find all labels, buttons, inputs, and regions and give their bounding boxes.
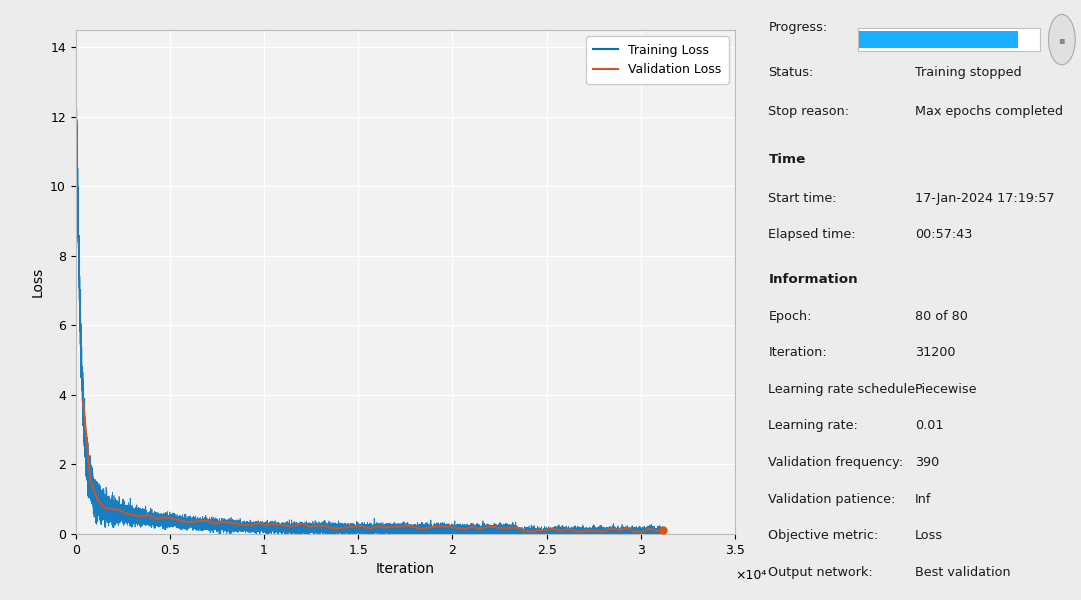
Text: Progress:: Progress: (769, 21, 828, 34)
Text: 80 of 80: 80 of 80 (916, 310, 969, 323)
Text: Time: Time (769, 153, 805, 166)
Text: Status:: Status: (769, 66, 814, 79)
Text: 390: 390 (916, 456, 939, 469)
Text: Piecewise: Piecewise (916, 383, 977, 396)
Circle shape (1049, 14, 1076, 65)
Text: Learning rate schedule:: Learning rate schedule: (769, 383, 920, 396)
Bar (859, 31, 1017, 48)
Text: Loss: Loss (916, 529, 944, 542)
Text: Validation frequency:: Validation frequency: (769, 456, 904, 469)
Text: Epoch:: Epoch: (769, 310, 812, 323)
Text: 31200: 31200 (916, 346, 956, 359)
Text: 17-Jan-2024 17:19:57: 17-Jan-2024 17:19:57 (916, 192, 1055, 205)
Text: Learning rate:: Learning rate: (769, 419, 858, 433)
Text: 0.01: 0.01 (916, 419, 944, 433)
Text: 00:57:43: 00:57:43 (916, 228, 973, 241)
Text: Information: Information (769, 273, 858, 286)
Text: Stop reason:: Stop reason: (769, 105, 850, 118)
Text: ▪: ▪ (1058, 35, 1065, 44)
Text: ×10⁴: ×10⁴ (735, 569, 766, 582)
Text: Elapsed time:: Elapsed time: (769, 228, 856, 241)
X-axis label: Iteration: Iteration (376, 562, 435, 576)
Text: Output network:: Output network: (769, 566, 873, 579)
Text: Start time:: Start time: (769, 192, 837, 205)
Text: Objective metric:: Objective metric: (769, 529, 879, 542)
Y-axis label: Loss: Loss (30, 267, 44, 297)
Text: Inf: Inf (916, 493, 932, 506)
Legend: Training Loss, Validation Loss: Training Loss, Validation Loss (586, 36, 729, 83)
Text: Max epochs completed: Max epochs completed (916, 105, 1064, 118)
Text: Training stopped: Training stopped (916, 66, 1022, 79)
Text: Iteration:: Iteration: (769, 346, 827, 359)
Bar (858, 28, 1040, 51)
Text: Best validation: Best validation (916, 566, 1011, 579)
Text: Validation patience:: Validation patience: (769, 493, 896, 506)
